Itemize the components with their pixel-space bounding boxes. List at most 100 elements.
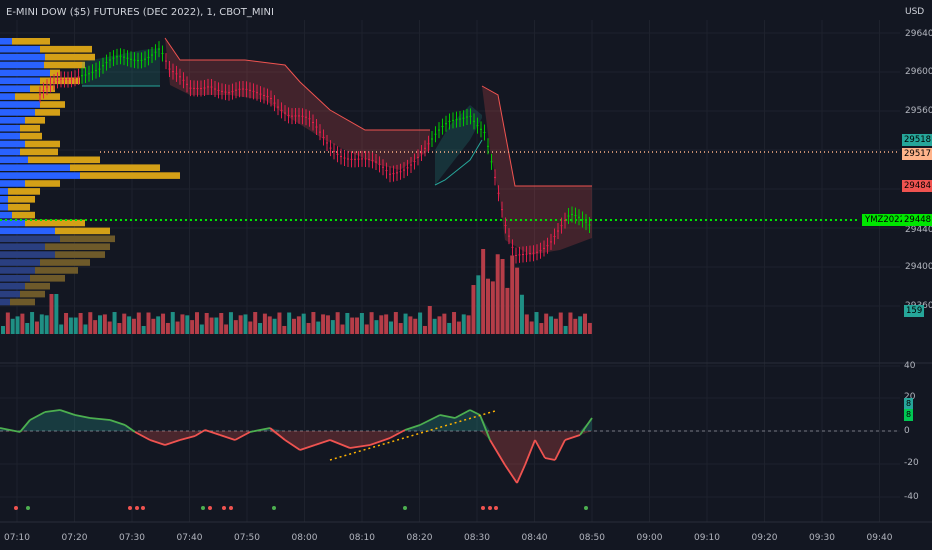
osc-line [579,417,593,436]
profile-bar-gold [25,140,60,148]
profile-bar-gold [40,45,92,53]
profile-bar-blue [0,298,10,306]
volume-bar [432,318,437,334]
osc-line [29,411,46,421]
time-tick: 07:30 [119,533,145,543]
volume-bar [374,320,379,334]
volume-bar [466,315,471,334]
profile-bar-blue [0,53,45,61]
profile-bar-blue [0,227,55,235]
profile-bar-blue [0,275,30,282]
volume-bar [34,321,39,334]
price-tick: 29400 [905,262,932,272]
volume-bar [418,312,423,334]
profile-bar-blue [0,124,20,132]
profile-bar-gold [30,275,65,282]
volume-bar [345,312,350,334]
volume-bar [93,320,98,334]
osc-line [469,409,481,416]
volume-bar [238,315,243,334]
price-tick: 29440 [905,225,932,235]
osc-line [89,417,111,421]
volume-bar [583,313,587,334]
time-tick: 09:00 [636,533,663,543]
volume-bar [170,312,175,334]
volume-bar [5,312,10,334]
volume-bar [161,313,166,334]
osc-line [219,434,236,441]
volume-bar [83,324,88,334]
profile-bar-blue [0,290,20,298]
volume-bar [515,267,520,334]
signal-dot [128,506,132,510]
time-tick: 09:40 [866,533,893,543]
osc-line [149,439,166,446]
profile-bar-gold [20,290,45,298]
volume-bar [471,285,476,334]
volume-bar [549,316,554,334]
profile-bar-gold [40,77,80,85]
signal-dot [135,506,139,510]
volume-bar [544,313,549,334]
osc-line [439,414,456,419]
osc-line [516,464,526,484]
volume-bar [180,314,185,334]
volume-bar [311,312,316,334]
profile-bar-blue [0,69,50,77]
volume-bar [359,313,364,334]
profile-bar-gold [25,180,60,187]
volume-bar [519,294,524,334]
volume-bar [98,315,102,334]
volume-bars [1,249,592,334]
current-price-badge: 29448 [902,214,932,226]
volume-bar [422,325,427,334]
signal-dot [488,506,492,510]
volume-bar [151,318,156,334]
profile-bar-gold [35,109,60,116]
signal-dot [494,506,498,510]
osc-line [194,429,206,437]
osc-line [179,435,196,441]
volume-bar [534,312,539,334]
profile-bar-gold [55,251,105,258]
volume-bar [224,324,229,334]
volume-bar [204,312,209,334]
volume-bar [427,306,432,334]
volume-bar [219,313,224,334]
signal-dot [208,506,212,510]
time-tick: 08:20 [406,533,433,543]
osc-line [284,439,301,451]
bear-cloud-1 [165,38,430,170]
time-tick: 08:50 [579,533,605,543]
osc-tick: 40 [904,361,916,371]
profile-bar-gold [60,235,115,243]
volume-bar [1,326,5,334]
volume-bar [442,313,447,334]
time-tick: 07:40 [176,533,203,543]
volume-bar [10,318,15,334]
osc-line [299,444,316,451]
volume-bar [102,314,107,334]
volume-bar [292,318,296,334]
grid [0,20,900,522]
currency-label: USD [905,7,925,17]
bear-band-1 [164,37,430,131]
profile-bar-blue [0,259,40,266]
volume-bar [325,315,330,334]
bull-cloud-2 [435,105,482,185]
signal-dot [403,506,407,510]
volume-bar [539,323,544,334]
volume-bar [558,312,563,334]
osc-line [489,439,506,466]
osc-line [419,414,441,426]
profile-bar-blue [0,148,20,156]
profile-bar-gold [8,196,35,203]
volume-bar [456,321,461,334]
profile-bar-gold [20,132,42,140]
volume-bar [165,322,170,334]
candles [39,41,591,264]
volume-bar [510,255,515,334]
volume-bar [369,312,374,334]
volume-bar [568,312,573,334]
